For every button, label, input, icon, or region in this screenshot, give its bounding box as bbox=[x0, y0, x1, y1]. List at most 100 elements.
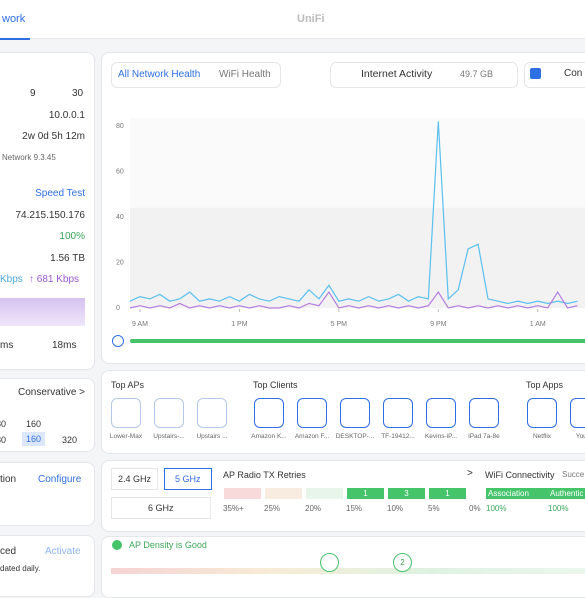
retry-cell: 1 bbox=[429, 488, 466, 499]
more[interactable]: > bbox=[467, 468, 473, 479]
y-tick-label: 20 bbox=[116, 260, 124, 267]
ap-count: 30 bbox=[72, 88, 84, 99]
density-marker: 2 bbox=[393, 553, 412, 572]
density-scale bbox=[111, 568, 585, 574]
x-tick-label: 1 AM bbox=[530, 321, 546, 328]
density: AP Density is Good bbox=[129, 540, 207, 550]
item-icon bbox=[527, 398, 557, 428]
section-title: tion bbox=[0, 474, 17, 485]
activity-select[interactable] bbox=[330, 62, 518, 88]
channel[interactable]: 160 bbox=[22, 432, 46, 446]
stage-value: 100% bbox=[548, 504, 569, 513]
series-line bbox=[129, 290, 578, 309]
top-bar bbox=[0, 0, 585, 39]
channel[interactable]: 80 bbox=[0, 435, 7, 445]
retry-cell bbox=[306, 488, 343, 499]
y-tick-label: 40 bbox=[116, 214, 124, 221]
retry-cell: 1 bbox=[347, 488, 384, 499]
item-label: Upstairs ... bbox=[196, 433, 228, 440]
item-icon bbox=[297, 398, 327, 428]
clients-count: 9 bbox=[30, 88, 36, 99]
band[interactable]: 6 GHz bbox=[111, 497, 211, 519]
item-label: TF-19412... bbox=[381, 433, 415, 440]
retry-cell bbox=[224, 488, 261, 499]
health-tab[interactable]: All Network Health bbox=[118, 69, 201, 80]
item-icon bbox=[154, 398, 184, 428]
speed-test[interactable]: Speed Test bbox=[35, 188, 85, 199]
wan-ip: 74.215.150.176 bbox=[15, 210, 85, 221]
compare-label: Con bbox=[564, 68, 583, 79]
gateway-ip: 10.0.0.1 bbox=[48, 110, 85, 121]
item-icon bbox=[383, 398, 413, 428]
latency-a: ms bbox=[0, 340, 14, 351]
activity-label: Internet Activity bbox=[361, 68, 433, 80]
series-line bbox=[129, 121, 578, 305]
item-icon bbox=[570, 398, 585, 428]
download: Kbps bbox=[0, 274, 23, 285]
retry-cell bbox=[265, 488, 302, 499]
x-tick-label: 5 PM bbox=[331, 321, 348, 328]
item-label: DESKTOP-... bbox=[335, 433, 375, 440]
usage: 1.56 TB bbox=[50, 253, 85, 264]
note: dated daily. bbox=[0, 564, 41, 573]
item-label: Upstairs-... bbox=[153, 433, 185, 440]
y-tick-label: 80 bbox=[116, 123, 124, 130]
retry-axis-label: 20% bbox=[305, 504, 322, 513]
retries-title: AP Radio TX Retries bbox=[223, 470, 306, 480]
compare-box[interactable] bbox=[524, 62, 585, 88]
retry-axis-label: 35%+ bbox=[223, 504, 244, 513]
stage-value: 100% bbox=[486, 504, 507, 513]
nav-tab-label[interactable]: work bbox=[2, 13, 26, 25]
item-icon bbox=[340, 398, 370, 428]
upload: ↑ 681 Kbps bbox=[29, 274, 80, 285]
retry-axis-label: 5% bbox=[428, 504, 440, 513]
item-label: Amazon F... bbox=[294, 433, 330, 440]
x-tick-label: 1 PM bbox=[231, 321, 248, 328]
brand: UniFi bbox=[297, 13, 325, 25]
health-tab[interactable]: WiFi Health bbox=[219, 69, 271, 80]
retry-cell: 3 bbox=[388, 488, 425, 499]
retry-axis-label: 15% bbox=[346, 504, 363, 513]
band[interactable]: 2.4 GHz bbox=[111, 468, 159, 490]
band[interactable]: 5 GHz bbox=[164, 468, 212, 490]
channel[interactable]: 160 bbox=[26, 419, 42, 429]
connectivity-state: Succe bbox=[562, 470, 585, 479]
retry-axis-label: 0% bbox=[469, 504, 481, 513]
compare-check[interactable] bbox=[530, 68, 541, 79]
activate[interactable]: Activate bbox=[45, 546, 81, 557]
density-check bbox=[112, 540, 122, 550]
item-icon bbox=[197, 398, 227, 428]
status-icon bbox=[112, 335, 124, 347]
nav-tab[interactable] bbox=[0, 0, 30, 40]
activity-total: 49.7 GB bbox=[460, 69, 494, 79]
item-label: Kevins-iP... bbox=[424, 433, 458, 440]
retry-axis-label: 10% bbox=[387, 504, 404, 513]
configure[interactable]: Configure bbox=[38, 474, 82, 485]
uptime: 2w 0d 5h 12m bbox=[22, 131, 85, 142]
throughput-graph bbox=[0, 298, 85, 326]
section-title: ced bbox=[0, 546, 17, 557]
status-bar bbox=[130, 339, 585, 343]
tab-group bbox=[111, 62, 281, 88]
item-label: Amazon K... bbox=[251, 433, 287, 440]
channel[interactable]: 80 bbox=[0, 419, 7, 429]
stage: Authentic bbox=[548, 488, 585, 499]
y-tick-label: 60 bbox=[116, 169, 124, 176]
x-tick-label: 9 AM bbox=[132, 321, 148, 328]
item-icon bbox=[469, 398, 499, 428]
channel[interactable]: 320 bbox=[62, 435, 78, 445]
mode[interactable]: Conservative > bbox=[18, 387, 85, 398]
y-tick-label: 0 bbox=[116, 305, 120, 312]
x-tick-label: 9 PM bbox=[430, 321, 447, 328]
connectivity-title: WiFi Connectivity bbox=[485, 470, 555, 480]
item-icon bbox=[111, 398, 141, 428]
stage: Association bbox=[486, 488, 548, 499]
version: Network 9.3.45 bbox=[2, 153, 56, 162]
section-title: Top Apps bbox=[526, 380, 564, 390]
item-label: Lower-Max bbox=[109, 433, 143, 440]
density-knob bbox=[320, 553, 339, 572]
latency-b: 18ms bbox=[52, 340, 77, 351]
item-label: YouTu bbox=[575, 433, 585, 440]
retry-axis-label: 25% bbox=[264, 504, 281, 513]
